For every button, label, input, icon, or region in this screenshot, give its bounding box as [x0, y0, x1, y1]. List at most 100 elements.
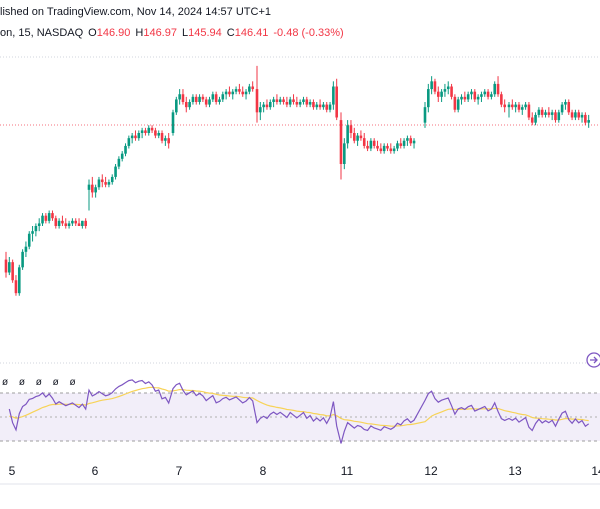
candle-body	[550, 112, 554, 115]
candle-body	[259, 107, 262, 113]
candle-body	[343, 143, 346, 164]
candle-body	[61, 220, 64, 224]
candle-body	[308, 102, 312, 105]
candle-body	[352, 133, 356, 141]
candle-body	[74, 220, 78, 224]
symbol-ohlc-legend: on, 15, NASDAQ O146.90 H146.97 L145.94 C146.…	[0, 27, 344, 39]
candle-body	[41, 215, 44, 224]
rsi-panel	[0, 379, 600, 444]
candle-body	[208, 99, 211, 105]
candle-body	[557, 112, 561, 121]
candle-body	[8, 262, 11, 273]
candle-body	[318, 104, 322, 108]
candle-body	[470, 91, 473, 95]
candle-body	[322, 104, 325, 108]
candle-body	[567, 102, 571, 113]
candle-body	[527, 104, 531, 118]
candle-body	[204, 99, 208, 105]
candle-body	[382, 145, 386, 152]
candle-body	[530, 117, 534, 123]
candle-body	[127, 138, 131, 146]
candle-body	[188, 102, 191, 108]
candle-body	[409, 138, 413, 144]
candle-body	[554, 112, 557, 121]
candle-body	[24, 246, 28, 252]
x-tick-label-11: 11	[341, 464, 354, 478]
candle-body	[524, 104, 527, 108]
low-label: L	[181, 27, 189, 39]
candle-body	[171, 112, 175, 133]
candle-body	[37, 223, 41, 226]
candle-body	[402, 140, 406, 146]
candle-body	[181, 94, 185, 102]
candle-body	[211, 94, 215, 100]
candle-body	[433, 81, 437, 92]
candle-body	[57, 220, 61, 226]
candle-body	[228, 91, 231, 95]
candle-body	[278, 99, 282, 102]
candle-body	[436, 91, 440, 97]
candle-body	[520, 107, 524, 110]
candle-body	[255, 89, 259, 113]
candle-body	[130, 135, 134, 139]
candle-body	[221, 94, 225, 100]
candle-body	[500, 94, 503, 105]
candle-body	[150, 127, 154, 131]
candle-body	[339, 120, 343, 164]
candle-body	[218, 99, 221, 102]
candle-body	[84, 220, 87, 226]
candle-body	[486, 91, 490, 97]
candle-body	[537, 109, 541, 115]
rsi-moving-average-line	[9, 386, 589, 427]
candle-body	[154, 130, 157, 136]
candle-body	[164, 138, 167, 141]
candle-body	[167, 138, 170, 144]
candle-body	[134, 135, 137, 139]
candle-body	[412, 140, 416, 144]
candle-body	[214, 94, 218, 102]
candle-body	[346, 125, 349, 144]
candle-body	[463, 96, 467, 100]
candle-body	[231, 91, 235, 95]
candle-body	[275, 99, 279, 102]
candle-body	[64, 223, 68, 226]
candle-body	[440, 91, 443, 97]
candle-body	[262, 104, 265, 108]
candle-body	[349, 125, 353, 133]
candle-body	[44, 215, 48, 221]
candle-body	[51, 213, 54, 219]
candle-body	[104, 182, 107, 185]
candle-body	[191, 96, 195, 102]
candle-body	[325, 104, 329, 110]
candle-body	[120, 153, 124, 159]
candle-body	[328, 104, 332, 110]
candle-body	[140, 130, 144, 133]
candle-body	[160, 133, 164, 141]
low-value: 145.94	[188, 27, 222, 39]
candle-body	[396, 143, 399, 149]
candle-body	[14, 280, 18, 294]
candle-body	[91, 184, 94, 193]
candle-body	[71, 220, 74, 224]
candle-body	[67, 223, 71, 226]
candle-body	[517, 104, 521, 110]
candle-body	[144, 130, 147, 133]
candle-body	[507, 104, 511, 108]
x-tick-label-6: 6	[92, 464, 99, 478]
candle-body	[577, 112, 581, 118]
candle-body	[184, 102, 188, 108]
candle-body	[574, 112, 577, 118]
candle-body	[110, 176, 114, 183]
x-tick-label-14: 14	[591, 464, 600, 478]
candle-body	[540, 109, 544, 115]
high-label: H	[135, 27, 144, 39]
candle-body	[295, 102, 299, 105]
candle-body	[544, 112, 547, 115]
scroll-to-latest-button[interactable]	[586, 352, 600, 368]
rsi-line	[8, 379, 590, 444]
high-value: 146.97	[143, 27, 177, 39]
candle-body	[224, 91, 228, 95]
candle-body	[406, 138, 409, 141]
x-tick-label-7: 7	[176, 464, 183, 478]
candle-body	[564, 102, 567, 105]
